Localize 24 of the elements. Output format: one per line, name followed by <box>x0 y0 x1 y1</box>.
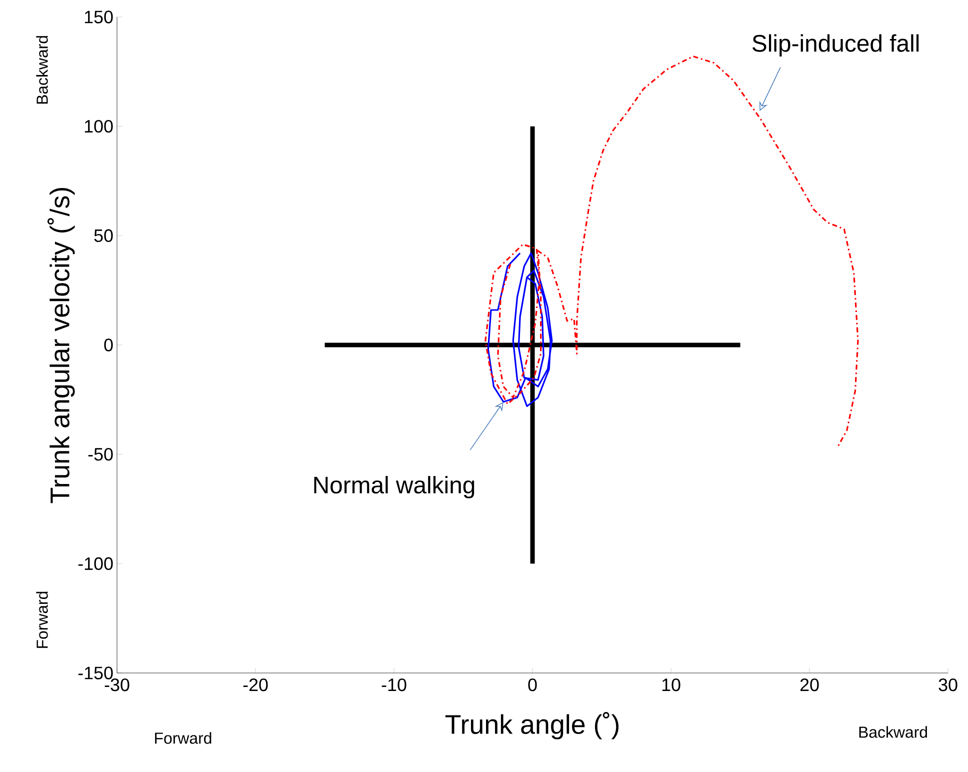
y-tick-label: 100 <box>84 120 113 133</box>
x-tick-label: -10 <box>382 678 406 692</box>
x-tick-label: 0 <box>528 678 537 692</box>
text: Forward <box>36 592 48 648</box>
text: Backward <box>859 726 927 738</box>
y-tick-label: -100 <box>78 557 113 570</box>
line-series <box>487 252 553 408</box>
x-tick-label: 10 <box>662 678 680 692</box>
y-tick-label: -50 <box>88 448 113 461</box>
y-tick-label: 150 <box>84 10 113 24</box>
y-axis-title: Trunk angular velocity (˚/s) <box>47 188 75 504</box>
annotation: Slip-induced fall <box>752 34 919 57</box>
x-tick-label: 20 <box>800 678 819 692</box>
x-tick-label: -20 <box>243 678 268 692</box>
y-tick-label: 0 <box>104 338 113 352</box>
text: Backward <box>36 36 48 104</box>
x-axis-title: Trunk angle (˚) <box>445 712 618 740</box>
y-tick-label: -150 <box>78 666 113 680</box>
line-series <box>484 56 859 449</box>
x-tick-label: -30 <box>104 678 130 692</box>
y-tick-label: 50 <box>94 229 113 242</box>
annotation: Normal walking <box>314 476 474 498</box>
text: Forward <box>155 732 212 744</box>
x-tick-label: 30 <box>938 678 958 692</box>
